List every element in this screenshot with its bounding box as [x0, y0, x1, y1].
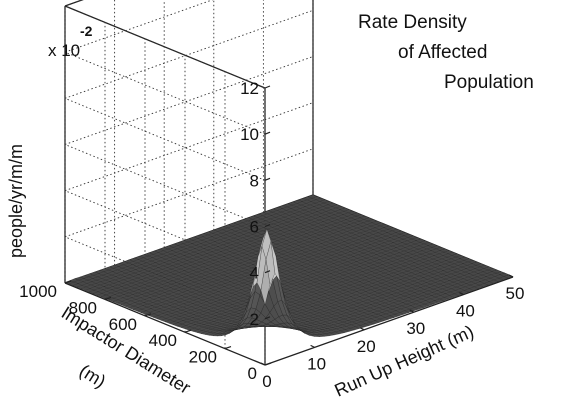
- grid-line-back-wall-z: [64, 102, 314, 192]
- grid-line-back-wall-z: [64, 0, 214, 53]
- title-line-2: of Affected: [398, 42, 487, 63]
- x-tick-label: 50: [506, 284, 525, 303]
- z-tick-mark: [264, 270, 271, 274]
- z-tick-label: 2: [250, 310, 259, 329]
- z-axis-label: people/yr/m/m: [6, 144, 26, 258]
- x-tick-mark: [260, 362, 266, 366]
- x-tick-label: 10: [307, 354, 326, 373]
- y-tick-label: 800: [69, 298, 97, 317]
- title-line-3: Population: [444, 72, 534, 93]
- frame-edge-top-back: [64, 0, 84, 7]
- grid-line-left-wall-z: [64, 5, 266, 89]
- x-tick-label: 30: [406, 319, 425, 338]
- frame-edge-floor-front: [264, 276, 514, 366]
- x-tick-mark: [409, 309, 415, 313]
- grid-line-left-wall-z: [64, 144, 266, 227]
- z-tick-mark: [264, 316, 271, 320]
- tick-labels: 2 4 6 8 10 12 0 200 400 600 800 1000 0 10 20 30 40 50: [19, 79, 524, 391]
- grid-line-back-wall-z: [64, 9, 314, 99]
- title-line-1: Rate Density: [358, 12, 467, 33]
- x-tick-label: 40: [456, 302, 475, 321]
- z-tick-mark: [264, 85, 271, 89]
- x-tick-mark: [359, 327, 365, 331]
- y-axis-label-line-2: (m): [76, 360, 109, 391]
- grid-line-left-wall-z: [64, 97, 266, 181]
- frame-edge-floor-left: [64, 282, 266, 366]
- y-tick-label: 600: [109, 315, 137, 334]
- y-tick-mark: [64, 280, 72, 284]
- y-tick-mark: [104, 296, 112, 300]
- x-tick-mark: [459, 292, 464, 296]
- y-tick-mark: [144, 313, 152, 317]
- z-tick-mark: [264, 131, 271, 135]
- z-tick-mark: [264, 177, 271, 181]
- z-tick-label: 4: [250, 264, 259, 283]
- grid-line-left-wall-z: [64, 51, 266, 135]
- x-tick-label: 20: [357, 337, 376, 356]
- tick-marks: [64, 85, 514, 366]
- surface-mesh: [64, 194, 514, 337]
- z-tick-label: 10: [240, 125, 259, 144]
- z-multiplier-base: x 10: [48, 41, 80, 60]
- x-tick-label: 0: [262, 372, 271, 391]
- x-tick-mark: [508, 274, 514, 278]
- z-tick-label: 8: [250, 171, 259, 190]
- y-tick-label: 400: [149, 331, 177, 350]
- y-tick-label: 0: [248, 364, 257, 383]
- grid-line-back-wall-z: [64, 0, 84, 7]
- y-tick-mark: [184, 329, 192, 333]
- y-tick-label: 200: [189, 348, 217, 367]
- grid-line-back-wall-z: [64, 56, 314, 145]
- y-tick-mark: [224, 346, 232, 350]
- y-tick-label: 1000: [19, 282, 57, 301]
- z-tick-label: 6: [250, 218, 259, 237]
- y-tick-mark: [264, 362, 272, 366]
- z-tick-mark: [264, 223, 271, 228]
- z-tick-label: 12: [240, 79, 259, 98]
- z-multiplier-exponent: -2: [80, 23, 93, 39]
- x-tick-mark: [310, 344, 315, 348]
